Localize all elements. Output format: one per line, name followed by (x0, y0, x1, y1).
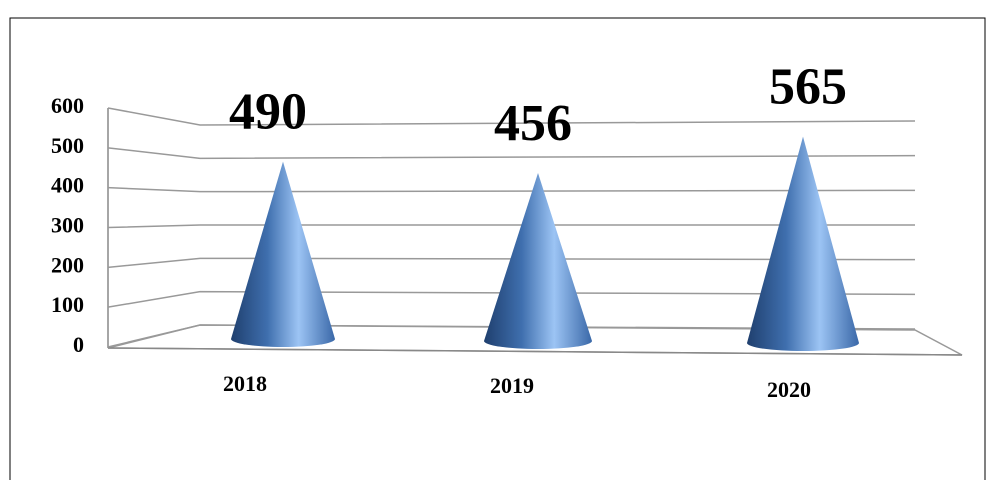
cone (231, 161, 335, 347)
x-tick-label: 2019 (490, 373, 534, 398)
y-tick-label: 600 (51, 93, 84, 118)
value-label: 490 (229, 84, 307, 141)
y-tick-label: 400 (51, 173, 84, 198)
value-label: 565 (769, 59, 847, 116)
y-tick-label: 0 (73, 332, 84, 357)
grid-line (107, 257, 916, 269)
grid-line (107, 290, 916, 308)
grid-line (107, 147, 916, 160)
x-tick-label: 2020 (767, 377, 811, 402)
cone (484, 173, 592, 349)
grid-line (107, 186, 916, 193)
cone (747, 136, 859, 351)
x-tick-label: 2018 (223, 371, 267, 396)
chart-border (9, 17, 986, 480)
grid-line (107, 107, 916, 126)
grid-line (107, 324, 916, 348)
grid-line (107, 224, 915, 229)
x-axis (107, 347, 963, 356)
y-tick-label: 100 (51, 292, 84, 317)
y-tick-label: 200 (51, 252, 84, 277)
y-tick-label: 500 (51, 133, 84, 158)
y-tick-label: 300 (51, 213, 84, 238)
value-label: 456 (494, 95, 572, 152)
